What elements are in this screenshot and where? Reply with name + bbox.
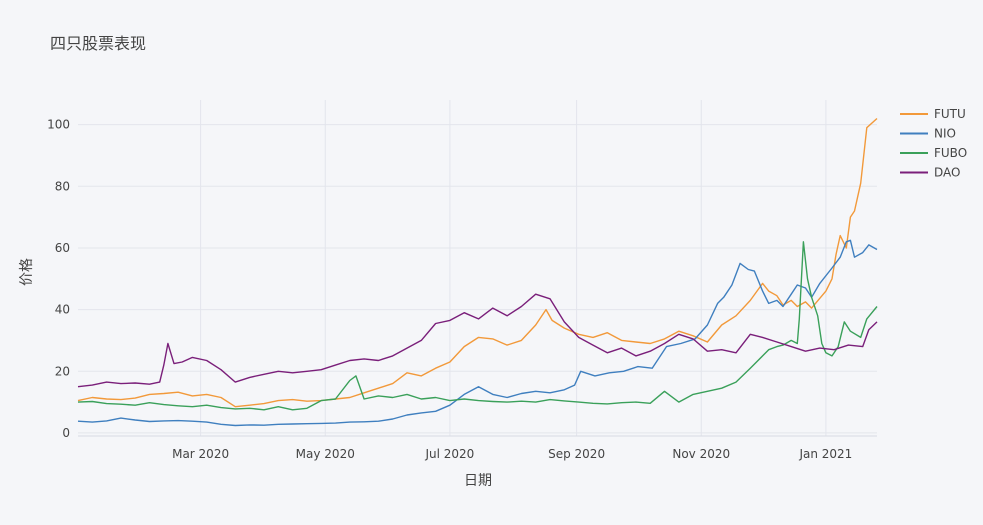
x-axis: Mar 2020 May 2020 Jul 2020 Sep 2020 Nov 2020… <box>78 435 877 461</box>
series-line-nio <box>77 239 878 427</box>
series-line-futu <box>77 117 878 408</box>
legend-label: FUTU <box>934 107 966 121</box>
x-tick-label: Sep 2020 <box>548 447 605 461</box>
series-line-fubo <box>77 241 878 411</box>
legend-item-futu[interactable]: FUTU <box>900 107 966 121</box>
legend-item-fubo[interactable]: FUBO <box>900 146 967 160</box>
y-tick-label: 20 <box>55 364 70 378</box>
x-tick-label: Jan 2021 <box>798 447 852 461</box>
x-tick-label: Nov 2020 <box>672 447 730 461</box>
y-axis: 0 20 40 60 80 100 <box>47 118 70 440</box>
y-tick-label: 0 <box>62 426 70 440</box>
x-tick-label: Jul 2020 <box>424 447 474 461</box>
y-tick-label: 80 <box>55 179 70 193</box>
legend-label: NIO <box>934 127 956 141</box>
series-line-dao <box>77 293 878 388</box>
legend[interactable]: FUTU NIO FUBO DAO <box>900 107 967 180</box>
legend-label: FUBO <box>934 146 967 160</box>
legend-label: DAO <box>934 166 960 180</box>
y-tick-label: 100 <box>47 118 70 132</box>
y-axis-title: 价格 <box>19 258 35 286</box>
x-tick-label: May 2020 <box>296 447 355 461</box>
y-tick-label: 60 <box>55 241 70 255</box>
legend-item-nio[interactable]: NIO <box>900 127 956 141</box>
legend-item-dao[interactable]: DAO <box>900 166 960 180</box>
x-axis-title: 日期 <box>464 473 492 489</box>
x-tick-label: Mar 2020 <box>172 447 229 461</box>
series-group <box>77 117 878 427</box>
chart-title: 四只股票表现 <box>50 34 146 53</box>
y-tick-label: 40 <box>55 303 70 317</box>
